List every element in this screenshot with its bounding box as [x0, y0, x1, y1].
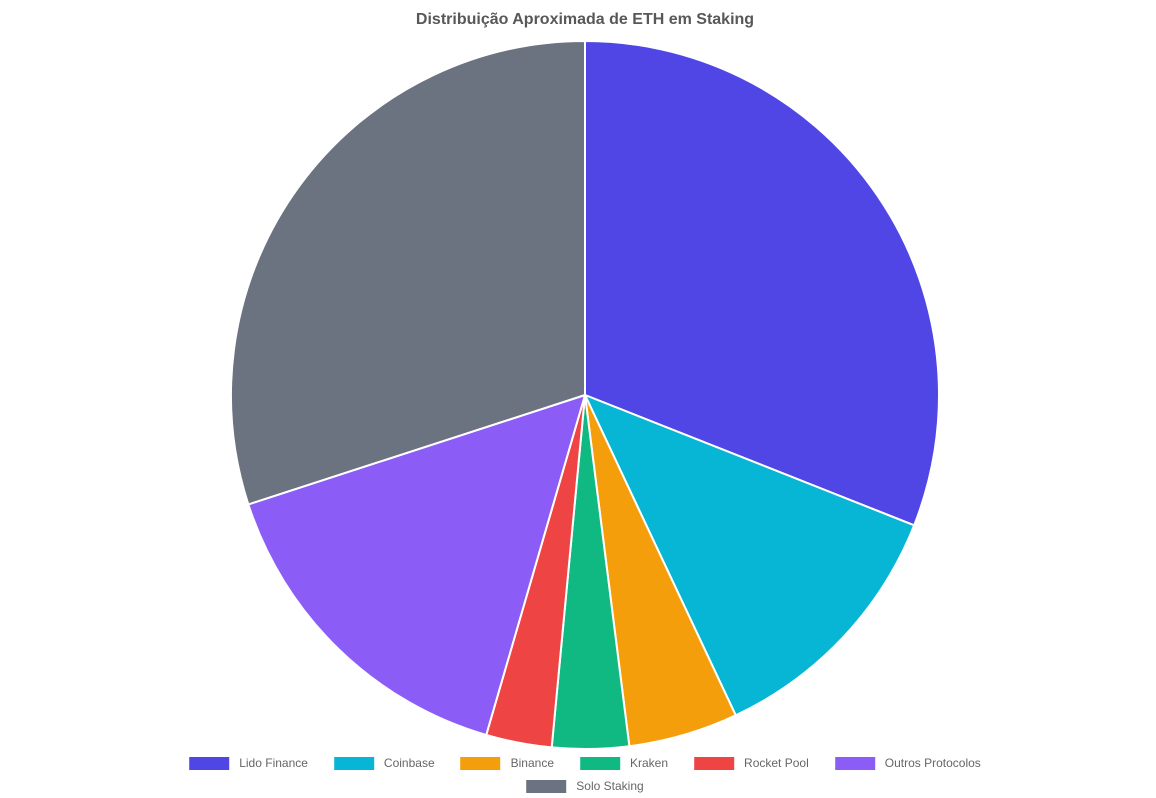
legend-swatch-icon	[460, 756, 501, 770]
legend-item-outros-protocolos[interactable]: Outros Protocolos	[834, 756, 981, 770]
legend-swatch-icon	[189, 756, 230, 770]
legend-swatch-icon	[526, 779, 567, 793]
chart-title: Distribuição Aproximada de ETH em Stakin…	[415, 11, 755, 28]
legend-item-lido-finance[interactable]: Lido Finance	[189, 756, 308, 770]
legend-label: Solo Staking	[576, 779, 644, 793]
legend-swatch-icon	[834, 756, 875, 770]
pie-slice-solo-staking[interactable]	[230, 40, 586, 506]
pie-slice-lido-finance[interactable]	[584, 40, 940, 527]
pie-slice-coinbase[interactable]	[584, 394, 916, 717]
legend-swatch-icon	[333, 756, 374, 770]
legend-item-binance[interactable]: Binance	[460, 756, 555, 770]
chart-legend: Lido Finance Coinbase Binance Kraken Rocket …	[189, 756, 981, 793]
legend-item-solo-staking[interactable]: Solo Staking	[526, 779, 644, 793]
legend-row: Solo Staking	[526, 779, 644, 793]
legend-item-rocket-pool[interactable]: Rocket Pool	[694, 756, 809, 770]
legend-swatch-icon	[580, 756, 621, 770]
legend-label: Kraken	[630, 756, 669, 770]
pie-slice-outros-protocolos[interactable]	[247, 394, 586, 736]
legend-item-kraken[interactable]: Kraken	[580, 756, 668, 770]
legend-label: Lido Finance	[239, 756, 308, 770]
legend-label: Rocket Pool	[744, 756, 809, 770]
legend-label: Binance	[510, 756, 555, 770]
legend-swatch-icon	[694, 756, 735, 770]
legend-row: Lido Finance Coinbase Binance Kraken Rocket …	[189, 756, 981, 770]
legend-label: Coinbase	[383, 756, 435, 770]
legend-item-coinbase[interactable]: Coinbase	[333, 756, 435, 770]
legend-label: Outros Protocolos	[884, 756, 981, 770]
